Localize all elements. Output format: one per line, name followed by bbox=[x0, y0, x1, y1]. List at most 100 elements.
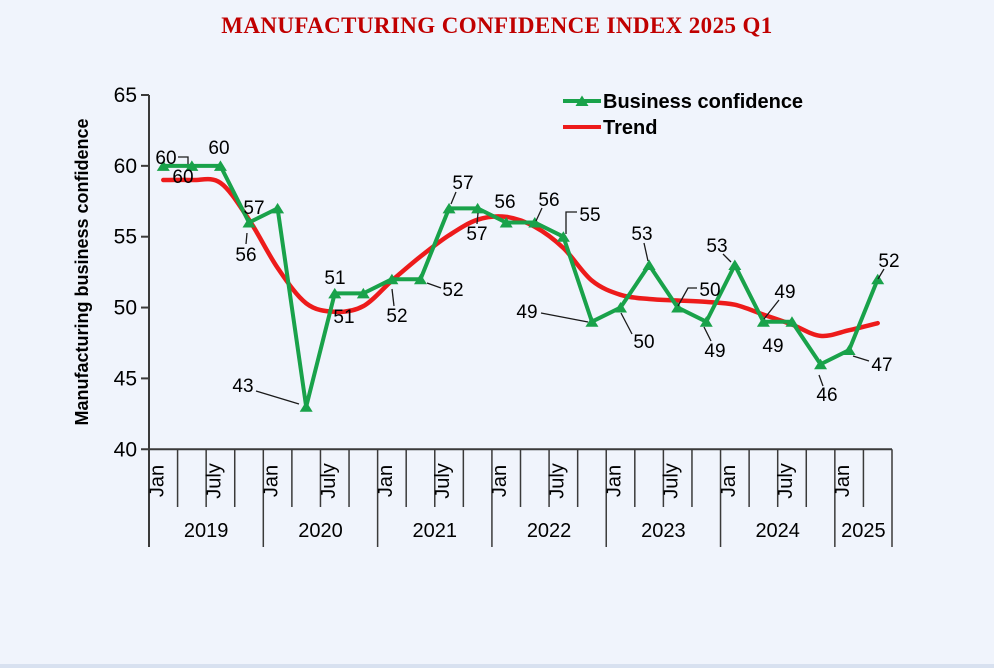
data-label: 57 bbox=[243, 198, 264, 219]
data-label: 53 bbox=[631, 224, 652, 245]
label-leader-line bbox=[540, 312, 589, 323]
data-label: 47 bbox=[871, 355, 892, 376]
data-label: 56 bbox=[538, 190, 559, 211]
triangle-marker-icon bbox=[499, 217, 513, 228]
month-label: July bbox=[775, 463, 797, 499]
month-label: July bbox=[432, 463, 454, 499]
data-label: 52 bbox=[878, 251, 899, 272]
label-leader-line bbox=[450, 191, 457, 205]
month-label: July bbox=[546, 463, 568, 499]
year-label: 2023 bbox=[641, 520, 686, 542]
triangle-marker-icon bbox=[471, 202, 485, 214]
data-label: 49 bbox=[762, 336, 783, 357]
triangle-marker-icon bbox=[585, 316, 599, 327]
month-label: Jan bbox=[261, 465, 283, 497]
month-label: July bbox=[203, 463, 225, 499]
triangle-marker-icon bbox=[356, 287, 370, 299]
data-label: 53 bbox=[706, 236, 727, 257]
triangle-marker-icon bbox=[671, 302, 685, 313]
triangle-marker-icon bbox=[871, 273, 885, 285]
y-tick-label: 40 bbox=[114, 438, 137, 461]
label-leader-line bbox=[763, 299, 780, 320]
triangle-marker-icon bbox=[842, 344, 856, 356]
triangle-marker-icon bbox=[299, 401, 313, 412]
data-label: 60 bbox=[208, 138, 229, 159]
month-label: July bbox=[318, 463, 340, 499]
data-label: 49 bbox=[516, 302, 537, 323]
label-leader-line bbox=[565, 211, 577, 234]
label-leader-line bbox=[677, 287, 697, 307]
y-tick-label: 65 bbox=[114, 84, 137, 107]
label-leader-line bbox=[643, 242, 649, 262]
month-label: Jan bbox=[604, 465, 626, 497]
month-label: Jan bbox=[375, 465, 397, 497]
year-label: 2022 bbox=[527, 520, 572, 542]
data-label: 51 bbox=[333, 307, 354, 328]
legend-label: Trend bbox=[603, 117, 657, 139]
triangle-marker-icon bbox=[413, 273, 427, 285]
data-label: 52 bbox=[442, 280, 463, 301]
data-label: 50 bbox=[633, 332, 654, 353]
triangle-marker-icon bbox=[756, 316, 770, 327]
y-tick-label: 45 bbox=[114, 367, 137, 390]
label-leader-line bbox=[535, 207, 543, 222]
label-leader-line bbox=[178, 156, 189, 164]
data-label: 60 bbox=[172, 167, 193, 188]
triangle-marker-icon bbox=[242, 217, 256, 228]
legend-triangle-icon bbox=[575, 95, 589, 106]
data-label: 60 bbox=[155, 148, 176, 169]
triangle-marker-icon bbox=[556, 231, 570, 242]
y-tick-label: 50 bbox=[114, 297, 137, 320]
data-label: 57 bbox=[466, 224, 487, 245]
year-label: 2024 bbox=[755, 520, 800, 542]
y-axis-title-text: Manufacturing business confidence bbox=[72, 118, 92, 425]
label-leader-line bbox=[877, 268, 885, 280]
month-label: Jan bbox=[718, 465, 740, 497]
triangle-marker-icon bbox=[213, 160, 227, 171]
data-label: 43 bbox=[232, 376, 253, 397]
month-label: Jan bbox=[146, 465, 168, 497]
y-tick-label: 55 bbox=[114, 226, 137, 249]
triangle-marker-icon bbox=[156, 160, 170, 171]
triangle-marker-icon bbox=[814, 358, 828, 370]
month-label: July bbox=[661, 463, 683, 499]
triangle-marker-icon bbox=[185, 160, 199, 171]
x-axis: Jan July 2019 Jan July 2020 Jan July 2021 Jan July… bbox=[146, 448, 893, 547]
label-leader-line bbox=[391, 288, 395, 307]
year-label: 2021 bbox=[413, 520, 458, 542]
label-leader-line bbox=[255, 390, 300, 405]
label-leader-line bbox=[245, 232, 248, 245]
legend: Business confidence Trend bbox=[563, 91, 803, 139]
month-label: Jan bbox=[832, 465, 854, 497]
y-axis-title: Manufacturing business confidence bbox=[72, 118, 92, 425]
label-leader-line bbox=[722, 253, 732, 263]
data-label: 56 bbox=[494, 192, 515, 213]
label-leader-line bbox=[852, 355, 870, 362]
legend-label: Business confidence bbox=[603, 91, 803, 113]
month-label: Jan bbox=[489, 465, 511, 497]
data-label: 56 bbox=[235, 245, 256, 266]
triangle-marker-icon bbox=[271, 202, 285, 214]
data-label: 49 bbox=[774, 282, 795, 303]
y-axis: 65 60 55 50 45 40 bbox=[114, 84, 150, 547]
y-tick-label: 60 bbox=[114, 155, 137, 178]
triangle-marker-icon bbox=[385, 273, 399, 285]
triangle-marker-icon bbox=[785, 316, 799, 327]
label-leader-line bbox=[426, 282, 442, 289]
label-leader-line bbox=[818, 374, 824, 387]
triangle-marker-icon bbox=[442, 202, 456, 214]
year-label: 2020 bbox=[298, 520, 343, 542]
triangle-marker-icon bbox=[728, 259, 742, 271]
data-label: 52 bbox=[386, 306, 407, 327]
triangle-marker-icon bbox=[528, 217, 542, 228]
triangle-marker-icon bbox=[614, 302, 628, 313]
triangle-marker-icon bbox=[328, 287, 342, 299]
data-label: 49 bbox=[704, 341, 725, 362]
triangle-marker-icon bbox=[642, 259, 656, 271]
business-confidence-series bbox=[156, 160, 885, 412]
triangle-marker-icon bbox=[699, 316, 713, 327]
data-label: 55 bbox=[579, 205, 600, 226]
